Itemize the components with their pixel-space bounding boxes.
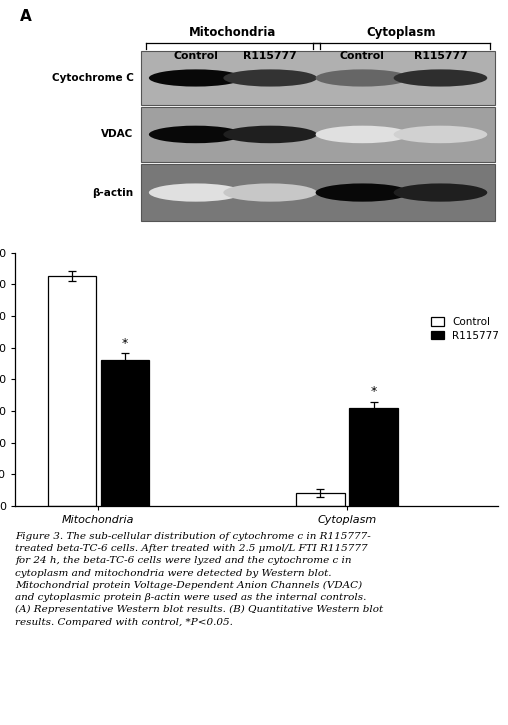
Text: Cytochrome C: Cytochrome C bbox=[52, 73, 134, 83]
FancyBboxPatch shape bbox=[141, 164, 495, 221]
Ellipse shape bbox=[224, 125, 317, 144]
Bar bbox=[350, 408, 398, 506]
Ellipse shape bbox=[224, 70, 317, 86]
FancyBboxPatch shape bbox=[141, 107, 495, 162]
Ellipse shape bbox=[394, 183, 487, 202]
Text: Mitochondria: Mitochondria bbox=[189, 26, 277, 39]
Bar bbox=[48, 276, 96, 506]
Ellipse shape bbox=[315, 70, 409, 86]
Bar bbox=[101, 360, 149, 506]
Bar bbox=[296, 493, 344, 506]
Ellipse shape bbox=[149, 70, 242, 86]
Text: R115777: R115777 bbox=[243, 51, 297, 61]
FancyBboxPatch shape bbox=[141, 51, 495, 105]
Text: Figure 3. The sub-cellular distribution of cytochrome c in R115777-
treated beta: Figure 3. The sub-cellular distribution … bbox=[15, 532, 384, 626]
Text: Control: Control bbox=[173, 51, 218, 61]
Text: VDAC: VDAC bbox=[101, 130, 134, 139]
Ellipse shape bbox=[149, 125, 242, 144]
Text: Control: Control bbox=[340, 51, 385, 61]
Ellipse shape bbox=[315, 125, 409, 144]
Text: β-actin: β-actin bbox=[92, 188, 134, 197]
Text: Cytoplasm: Cytoplasm bbox=[367, 26, 436, 39]
Text: R115777: R115777 bbox=[414, 51, 467, 61]
Text: *: * bbox=[121, 336, 128, 349]
Ellipse shape bbox=[315, 183, 409, 202]
Ellipse shape bbox=[224, 183, 317, 202]
Ellipse shape bbox=[149, 183, 242, 202]
Ellipse shape bbox=[394, 70, 487, 86]
Legend: Control, R115777: Control, R115777 bbox=[428, 314, 502, 344]
Text: *: * bbox=[370, 385, 377, 398]
Ellipse shape bbox=[394, 125, 487, 144]
Text: A: A bbox=[20, 9, 32, 25]
